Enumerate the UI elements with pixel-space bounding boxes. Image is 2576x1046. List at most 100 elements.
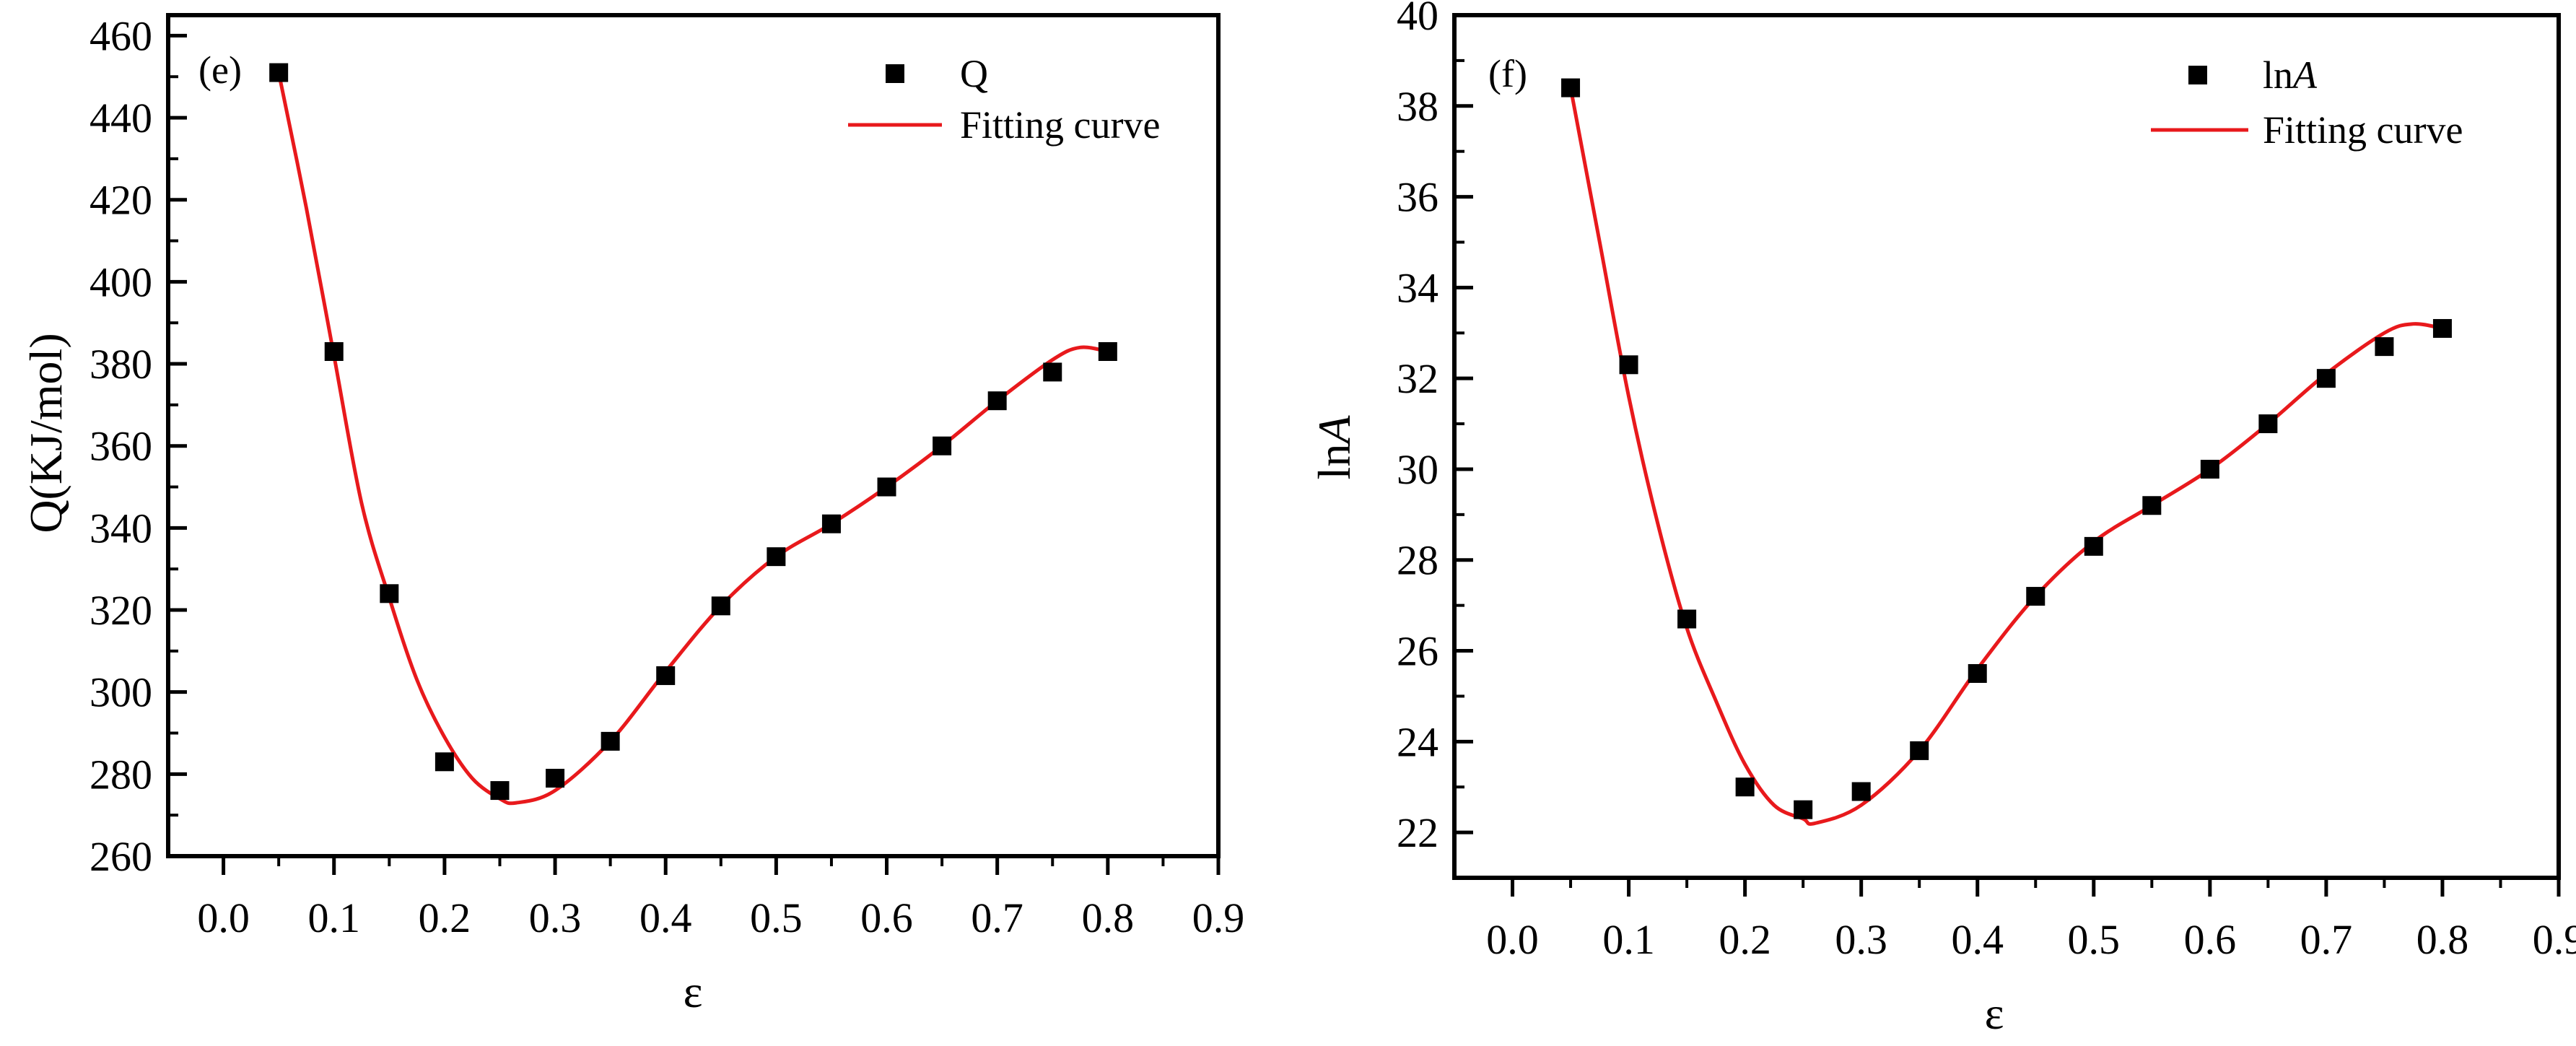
x-tick-label: 0.8 bbox=[2416, 916, 2469, 963]
y-tick-label: 320 bbox=[89, 587, 152, 634]
x-tick-label: 0.7 bbox=[2300, 916, 2353, 963]
y-tick-label: 34 bbox=[1397, 264, 1438, 311]
legend: lnA Fitting curve bbox=[2151, 53, 2463, 152]
data-point bbox=[2084, 536, 2103, 556]
y-tick-label: 280 bbox=[89, 751, 152, 798]
chart-panel-f: 0.0 0.1 0.2 0.3 0.4 0.5 0.6 0.7 0.8 0.9 22 24 26 28 3… bbox=[1309, 0, 2576, 1039]
legend-label-q: Q bbox=[960, 52, 988, 95]
y-tick-label: 36 bbox=[1397, 174, 1438, 221]
data-point bbox=[2316, 369, 2336, 388]
data-markers bbox=[269, 63, 1117, 801]
data-point bbox=[1968, 663, 1987, 683]
legend-label-italic: A bbox=[2291, 53, 2318, 97]
data-point bbox=[435, 752, 454, 772]
x-axis-label: ε bbox=[1985, 988, 2004, 1039]
x-tick-label: 0.4 bbox=[639, 894, 692, 941]
x-tick-label: 0.2 bbox=[1719, 916, 1771, 963]
fitting-curve bbox=[1568, 87, 2443, 826]
x-tick-label: 0.5 bbox=[750, 894, 803, 941]
data-point bbox=[711, 596, 730, 616]
x-tick-label: 0.5 bbox=[2068, 916, 2121, 963]
y-tick-label: 460 bbox=[89, 12, 152, 59]
y-tick-label: 360 bbox=[89, 423, 152, 470]
y-tick-label: 260 bbox=[89, 833, 152, 880]
data-point bbox=[877, 477, 896, 497]
x-tick-label: 0.0 bbox=[1486, 916, 1539, 963]
data-point bbox=[490, 781, 510, 801]
legend-label-prefix: ln bbox=[2263, 53, 2293, 97]
x-tick-label: 0.9 bbox=[2533, 916, 2576, 963]
data-point bbox=[2258, 414, 2278, 434]
y-tick-label: 32 bbox=[1397, 355, 1438, 402]
fitting-curve bbox=[276, 72, 1109, 806]
data-point bbox=[601, 731, 620, 751]
data-point bbox=[821, 514, 841, 533]
y-axis-label: Q(KJ/mol) bbox=[20, 333, 71, 533]
data-point bbox=[1561, 78, 1581, 97]
x-axis-label: ε bbox=[684, 966, 703, 1017]
data-point bbox=[1735, 777, 1755, 797]
x-tick-label: 0.3 bbox=[529, 894, 582, 941]
data-point bbox=[324, 342, 344, 361]
data-point bbox=[1043, 362, 1062, 382]
y-axis-label: lnA bbox=[1309, 415, 1360, 480]
y-axis-label-italic: A bbox=[1309, 415, 1360, 447]
data-point bbox=[1677, 609, 1697, 629]
panel-label: (f) bbox=[1488, 52, 1527, 95]
x-tick-label: 0.7 bbox=[971, 894, 1023, 941]
chart-panel-e: 0.0 0.1 0.2 0.3 0.4 0.5 0.6 0.7 0.8 0.9 260 280 300… bbox=[20, 12, 1244, 1017]
data-point bbox=[656, 666, 676, 685]
x-tick-label: 0.8 bbox=[1082, 894, 1135, 941]
plot-frame bbox=[166, 13, 1221, 858]
data-point bbox=[269, 63, 289, 82]
y-tick-label: 22 bbox=[1397, 809, 1438, 856]
legend-marker-q bbox=[886, 64, 904, 83]
data-point bbox=[933, 436, 952, 456]
data-point bbox=[2432, 318, 2452, 338]
x-tick-label: 0.9 bbox=[1192, 894, 1245, 941]
y-tick-label: 380 bbox=[89, 341, 152, 388]
y-tick-label: 300 bbox=[89, 669, 152, 716]
x-tick-label: 0.2 bbox=[419, 894, 471, 941]
axis-ticks bbox=[1454, 13, 2561, 897]
y-tick-labels: 260 280 300 320 340 360 380 400 420 440 460 bbox=[89, 12, 152, 880]
data-point bbox=[2026, 587, 2045, 606]
data-point bbox=[767, 547, 786, 567]
legend-label-lna: lnA bbox=[2263, 53, 2318, 97]
data-point bbox=[2142, 496, 2162, 515]
x-tick-labels: 0.0 0.1 0.2 0.3 0.4 0.5 0.6 0.7 0.8 0.9 bbox=[1486, 916, 2576, 963]
y-tick-label: 40 bbox=[1397, 0, 1438, 39]
panel-label: (e) bbox=[198, 48, 242, 92]
y-axis-label-prefix: ln bbox=[1309, 444, 1360, 480]
data-point bbox=[2375, 337, 2394, 357]
y-tick-labels: 22 24 26 28 30 32 34 36 38 40 bbox=[1397, 0, 1438, 856]
data-point bbox=[380, 584, 399, 603]
y-tick-label: 24 bbox=[1397, 718, 1438, 765]
y-tick-label: 340 bbox=[89, 505, 152, 552]
data-point bbox=[546, 769, 565, 788]
x-tick-label: 0.1 bbox=[1602, 916, 1655, 963]
y-tick-label: 420 bbox=[89, 177, 152, 224]
y-tick-label: 440 bbox=[89, 95, 152, 141]
y-tick-label: 38 bbox=[1397, 83, 1438, 130]
y-tick-label: 30 bbox=[1397, 446, 1438, 493]
data-point bbox=[1910, 741, 1929, 760]
y-tick-label: 400 bbox=[89, 258, 152, 305]
y-tick-label: 28 bbox=[1397, 537, 1438, 584]
plot-frame bbox=[1452, 13, 2561, 880]
x-tick-label: 0.3 bbox=[1835, 916, 1887, 963]
data-point bbox=[1619, 355, 1638, 375]
y-tick-label: 26 bbox=[1397, 628, 1438, 675]
data-point bbox=[987, 391, 1007, 411]
data-point bbox=[2200, 459, 2219, 479]
x-tick-label: 0.0 bbox=[197, 894, 250, 941]
data-markers bbox=[1561, 78, 2452, 819]
x-tick-labels: 0.0 0.1 0.2 0.3 0.4 0.5 0.6 0.7 0.8 0.9 bbox=[197, 894, 1244, 941]
legend-label-fit: Fitting curve bbox=[960, 103, 1160, 147]
data-point bbox=[1794, 800, 1813, 819]
axis-ticks bbox=[168, 33, 1221, 875]
data-point bbox=[1851, 782, 1871, 801]
x-tick-label: 0.4 bbox=[1951, 916, 2004, 963]
legend-label-fit: Fitting curve bbox=[2263, 108, 2463, 152]
